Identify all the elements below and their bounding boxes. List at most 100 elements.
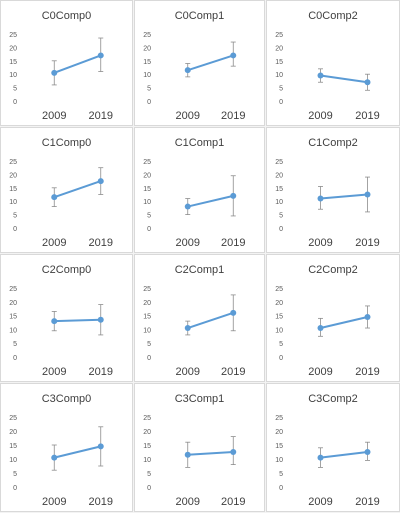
y-tick-label: 10 (275, 199, 283, 206)
x-tick-label: 2009 (42, 496, 66, 508)
y-tick-label: 15 (9, 59, 17, 66)
x-tick-label: 2009 (308, 366, 332, 378)
y-tick-label: 0 (13, 485, 17, 492)
y-tick-label: 10 (275, 457, 283, 464)
data-point (230, 192, 237, 199)
x-tick-label: 2009 (308, 110, 332, 122)
panel-title: C1Comp0 (41, 137, 92, 149)
y-tick-label: 15 (143, 443, 151, 450)
y-tick-label: 0 (147, 485, 151, 492)
x-tick-label: 2019 (221, 110, 245, 122)
y-tick-label: 5 (147, 341, 151, 348)
y-tick-label: 5 (13, 341, 17, 348)
y-tick-label: 20 (143, 172, 151, 179)
panel-title: C0Comp2 (308, 10, 358, 22)
x-tick-label: 2019 (89, 496, 113, 508)
y-tick-label: 0 (279, 355, 283, 362)
data-point (97, 52, 104, 59)
data-point (97, 316, 104, 323)
series-line (187, 451, 234, 456)
series-line (54, 318, 101, 323)
y-tick-label: 25 (9, 32, 17, 39)
x-tick-label: 2019 (355, 237, 379, 249)
data-point (51, 69, 58, 76)
series-line (53, 180, 102, 199)
chart: 0 5 10 15 20 25 2009 2019 (9, 286, 113, 378)
y-tick-label: 25 (275, 415, 283, 422)
y-tick-label: 15 (9, 314, 17, 321)
x-tick-label: 2009 (176, 496, 200, 508)
data-point (51, 454, 58, 461)
y-tick-label: 25 (143, 159, 151, 166)
y-tick-label: 20 (143, 429, 151, 436)
panel-c0comp1: C0Comp1 0 5 10 15 20 25 2009 2019 (134, 0, 265, 126)
y-tick-label: 10 (275, 72, 283, 79)
y-tick-label: 25 (9, 415, 17, 422)
y-tick-label: 20 (9, 300, 17, 307)
panel-title: C3Comp1 (174, 393, 225, 405)
chart: 0 5 10 15 20 25 2009 2019 (9, 415, 113, 508)
y-tick-label: 20 (275, 172, 283, 179)
y-tick-label: 5 (147, 471, 151, 478)
y-tick-label: 10 (9, 457, 17, 464)
panel-c0comp0: C0Comp0 0 5 10 15 20 25 2009 2019 (0, 0, 133, 126)
y-tick-label: 20 (275, 300, 283, 307)
y-tick-label: 0 (13, 99, 17, 106)
data-point (317, 454, 324, 461)
y-tick-label: 25 (143, 32, 151, 39)
panel-c2comp2: C2Comp2 0 5 10 15 20 25 2009 2019 (266, 254, 400, 382)
panel-title: C1Comp1 (174, 137, 225, 149)
y-tick-label: 20 (9, 45, 17, 52)
y-tick-label: 0 (147, 99, 151, 106)
y-tick-label: 5 (13, 213, 17, 220)
y-tick-label: 15 (143, 186, 151, 193)
x-tick-label: 2019 (89, 237, 113, 249)
x-tick-label: 2019 (355, 496, 379, 508)
y-tick-label: 5 (147, 213, 151, 220)
y-tick-label: 10 (275, 327, 283, 334)
y-tick-label: 5 (279, 471, 283, 478)
y-tick-label: 25 (143, 415, 151, 422)
chart: 0 5 10 15 20 25 2009 2019 (275, 415, 380, 508)
data-point (230, 449, 237, 455)
chart: 0 5 10 15 20 25 2009 2019 (143, 32, 245, 122)
series-line (187, 311, 234, 329)
data-point (364, 449, 371, 455)
y-tick-label: 5 (13, 471, 17, 478)
data-point (317, 325, 324, 332)
x-tick-label: 2009 (176, 110, 200, 122)
panel-c3comp1: C3Comp1 0 5 10 15 20 25 2009 2019 (134, 383, 265, 512)
y-tick-label: 0 (13, 226, 17, 233)
y-tick-label: 25 (275, 32, 283, 39)
series-line (320, 316, 368, 329)
y-tick-label: 25 (9, 286, 17, 293)
chart: 0 5 10 15 20 25 2009 2019 (9, 32, 113, 122)
y-tick-label: 20 (143, 45, 151, 52)
chart: 0 5 10 15 20 25 2009 2019 (143, 286, 245, 378)
data-point (364, 79, 371, 86)
y-tick-label: 20 (143, 300, 151, 307)
chart: 0 5 10 15 20 25 2009 2019 (275, 286, 380, 378)
y-tick-label: 10 (9, 199, 17, 206)
panel-c1comp2: C1Comp2 0 5 10 15 20 25 2009 2019 (266, 127, 400, 253)
y-tick-label: 15 (9, 443, 17, 450)
data-point (364, 191, 371, 198)
y-tick-label: 5 (279, 341, 283, 348)
chart: 0 5 10 15 20 25 2009 2019 (143, 415, 245, 508)
x-tick-label: 2009 (176, 366, 200, 378)
y-tick-label: 15 (275, 59, 283, 66)
data-point (184, 451, 191, 458)
x-tick-label: 2019 (355, 366, 379, 378)
data-point (97, 178, 104, 185)
x-tick-label: 2019 (89, 366, 113, 378)
y-tick-label: 5 (147, 86, 151, 93)
y-tick-label: 25 (275, 286, 283, 293)
y-tick-label: 0 (279, 485, 283, 492)
x-tick-label: 2009 (42, 110, 66, 122)
data-point (184, 67, 191, 74)
chart: 0 5 10 15 20 25 2009 2019 (275, 32, 380, 122)
series-line (320, 193, 368, 200)
series-line (187, 54, 234, 72)
x-tick-label: 2019 (89, 110, 113, 122)
y-tick-label: 10 (9, 327, 17, 334)
